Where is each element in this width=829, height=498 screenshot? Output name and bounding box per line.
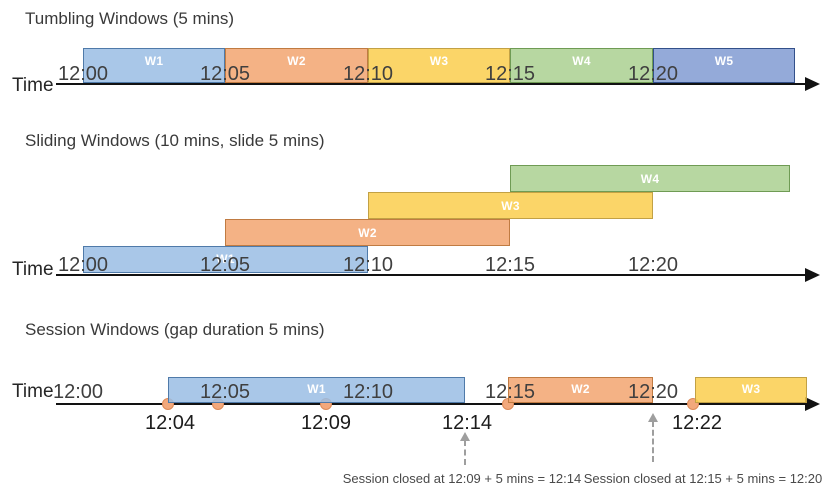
tick-label: 12:05: [199, 63, 251, 85]
timeline-axis: [56, 274, 807, 276]
timeline-axis: [56, 403, 807, 405]
session-annotation: Session closed at 12:15 + 5 mins = 12:20: [583, 471, 823, 486]
section-title: Sliding Windows (10 mins, slide 5 mins): [25, 131, 325, 150]
dashed-arrow-shaft: [464, 440, 466, 465]
window-bar: W1: [83, 246, 368, 273]
section-title: Session Windows (gap duration 5 mins): [25, 320, 325, 339]
tick-label: 12:05: [199, 381, 251, 403]
event-time-label: 12:22: [671, 412, 723, 434]
window-label: W5: [714, 54, 734, 68]
window-bar: W3: [368, 48, 510, 83]
window-bar: W2: [225, 219, 510, 246]
window-label: W3: [741, 382, 761, 396]
time-axis-label: Time: [12, 75, 54, 96]
window-label: W3: [501, 199, 520, 213]
event-time-label: 12:14: [441, 412, 493, 434]
section-title: Tumbling Windows (5 mins): [25, 9, 235, 28]
window-label: W1: [216, 252, 235, 266]
tick-label: 12:20: [627, 254, 679, 276]
tick-label: 12:05: [199, 254, 251, 276]
event-time-label: 12:09: [300, 412, 352, 434]
window-label: W4: [572, 54, 591, 68]
window-label: W2: [287, 54, 306, 68]
timeline-arrow-icon: [805, 77, 820, 91]
tick-label: 12:10: [342, 63, 394, 85]
session-annotation: Session closed at 12:09 + 5 mins = 12:14: [342, 471, 582, 486]
tick-label: 12:00: [57, 63, 109, 85]
tick-label: 12:15: [484, 63, 536, 85]
window-label: W1: [307, 382, 326, 396]
window-label: W2: [571, 382, 590, 396]
tick-label: 12:00: [57, 254, 109, 276]
time-axis-label: Time: [12, 381, 54, 402]
window-label: W4: [640, 172, 660, 186]
window-bar: W4: [510, 165, 790, 192]
window-bar: W2: [225, 48, 368, 83]
timeline-arrow-icon: [805, 268, 820, 282]
window-label: W1: [144, 54, 164, 68]
time-axis-label: Time: [12, 259, 54, 280]
tick-label: 12:10: [342, 254, 394, 276]
timeline-axis: [56, 83, 807, 85]
window-bar: W2: [508, 377, 653, 403]
window-label: W2: [358, 226, 377, 240]
window-bar: W5: [653, 48, 795, 83]
window-bar: W3: [695, 377, 807, 403]
window-bar: W1: [168, 377, 465, 403]
window-bar: W3: [368, 192, 653, 219]
tick-label: 12:10: [342, 381, 394, 403]
dashed-arrow-head-icon: [648, 413, 658, 422]
tick-label: 12:20: [627, 63, 679, 85]
timeline-arrow-icon: [805, 397, 820, 411]
tick-label: 12:00: [52, 381, 104, 403]
window-bar: W1: [83, 48, 225, 83]
window-bar: W4: [510, 48, 653, 83]
dashed-arrow-shaft: [652, 421, 654, 462]
tick-label: 12:15: [484, 254, 536, 276]
event-time-label: 12:04: [144, 412, 196, 434]
window-label: W3: [429, 54, 449, 68]
tick-label: 12:20: [627, 381, 679, 403]
tick-label: 12:15: [484, 381, 536, 403]
dashed-arrow-head-icon: [460, 432, 470, 441]
